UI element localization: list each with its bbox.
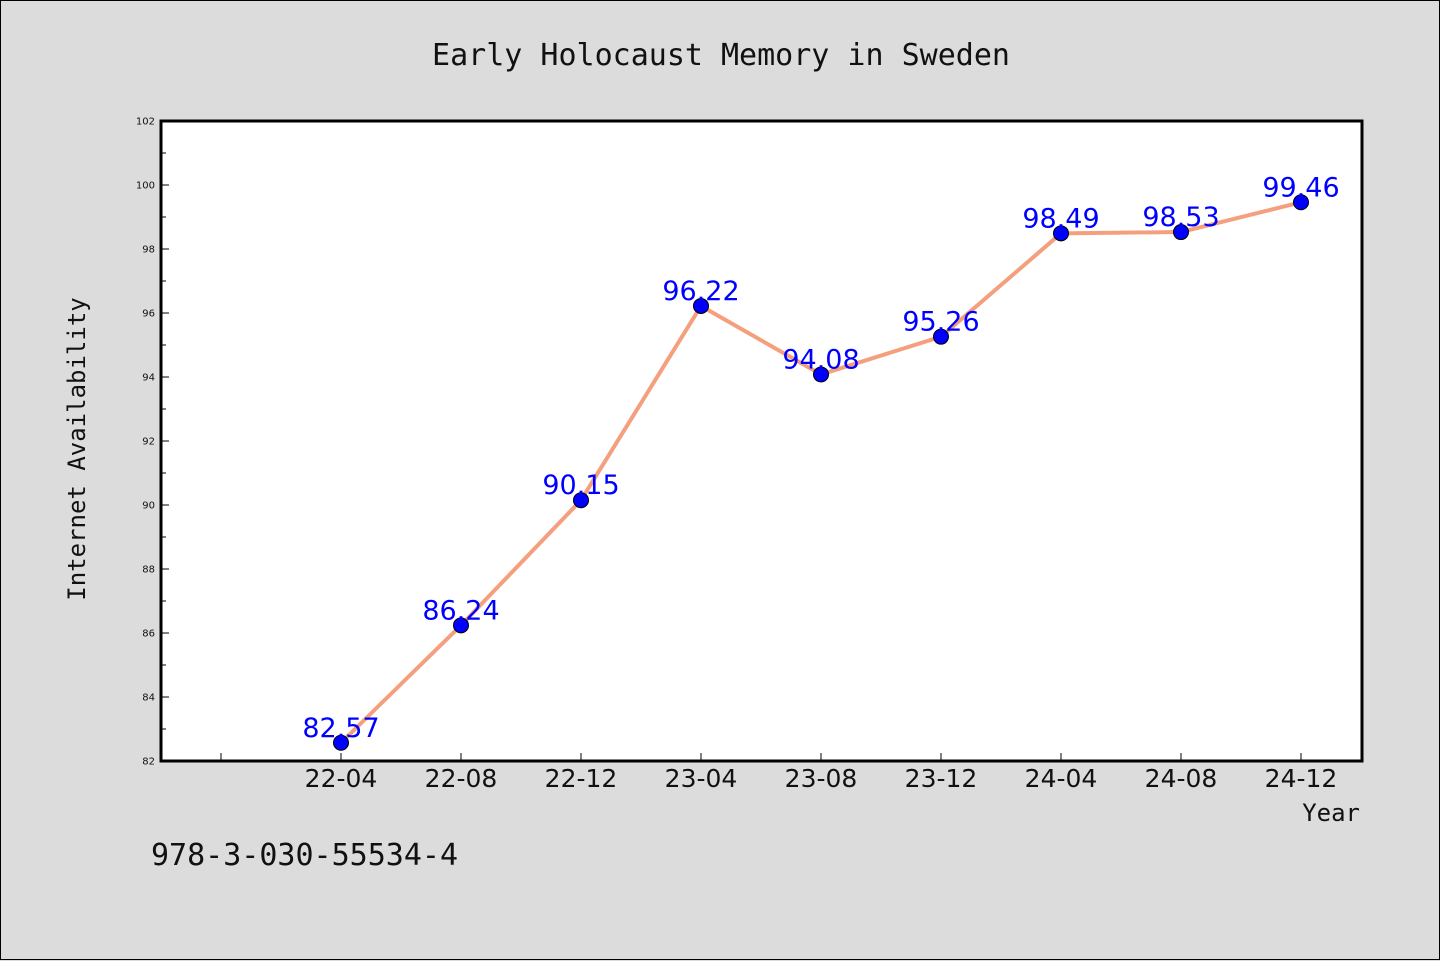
data-point: [693, 297, 709, 314]
y-tick-label: 88: [142, 565, 155, 576]
data-point: [573, 492, 589, 509]
chart-title: Early Holocaust Memory in Sweden: [432, 38, 1010, 73]
data-label: 98.53: [1142, 202, 1219, 233]
x-tick-label: 22-04: [305, 764, 378, 793]
x-tick-label: 24-12: [1265, 764, 1338, 793]
footnote-text: 978-3-030-55534-4: [151, 838, 458, 873]
x-tick-label: 22-08: [425, 764, 498, 793]
x-tick-label: 23-12: [905, 764, 978, 793]
y-tick-label: 96: [142, 309, 155, 320]
y-tick-label: 92: [142, 437, 155, 448]
x-tick-label: 24-04: [1025, 764, 1098, 793]
plot-border: [159, 119, 1364, 763]
data-point: [453, 617, 469, 634]
data-point: [1173, 224, 1189, 241]
y-tick-label: 86: [142, 629, 155, 640]
data-point: [1293, 194, 1309, 211]
data-label: 90.15: [542, 470, 619, 501]
data-point: [333, 734, 349, 751]
y-tick-label: 100: [136, 181, 155, 192]
x-tick-label: 23-08: [785, 764, 858, 793]
x-axis-label: Year: [1302, 799, 1360, 827]
y-axis-label: Internet Availability: [63, 297, 91, 600]
axis-ticks: 82 84 86 88 90 92 94 96 98 100 102 22-04 22-08 22-12 2…: [136, 117, 1337, 794]
y-tick-label: 102: [136, 117, 155, 128]
data-point: [813, 366, 829, 383]
x-tick-label: 24-08: [1145, 764, 1218, 793]
data-label: 82.57: [302, 713, 379, 744]
data-point: [933, 328, 949, 345]
data-point: [1053, 225, 1069, 242]
data-label: 95.26: [902, 307, 979, 338]
y-tick-label: 94: [142, 373, 155, 384]
data-labels: 82.57 86.24 90.15 96.22 94.08 95.26 98.49 98.53…: [302, 172, 1339, 743]
data-label: 94.08: [782, 344, 859, 375]
y-tick-label: 84: [142, 693, 155, 704]
x-tick-label: 23-04: [665, 764, 738, 793]
data-label: 98.49: [1022, 203, 1099, 234]
y-tick-label: 98: [142, 245, 155, 256]
data-label: 96.22: [662, 276, 739, 307]
data-label: 86.24: [422, 595, 499, 626]
y-tick-label: 90: [142, 501, 155, 512]
data-points: [333, 194, 1309, 751]
data-label: 99.46: [1262, 172, 1339, 203]
x-tick-label: 22-12: [545, 764, 618, 793]
plot-area: [161, 121, 1362, 761]
y-tick-label: 82: [142, 757, 155, 768]
